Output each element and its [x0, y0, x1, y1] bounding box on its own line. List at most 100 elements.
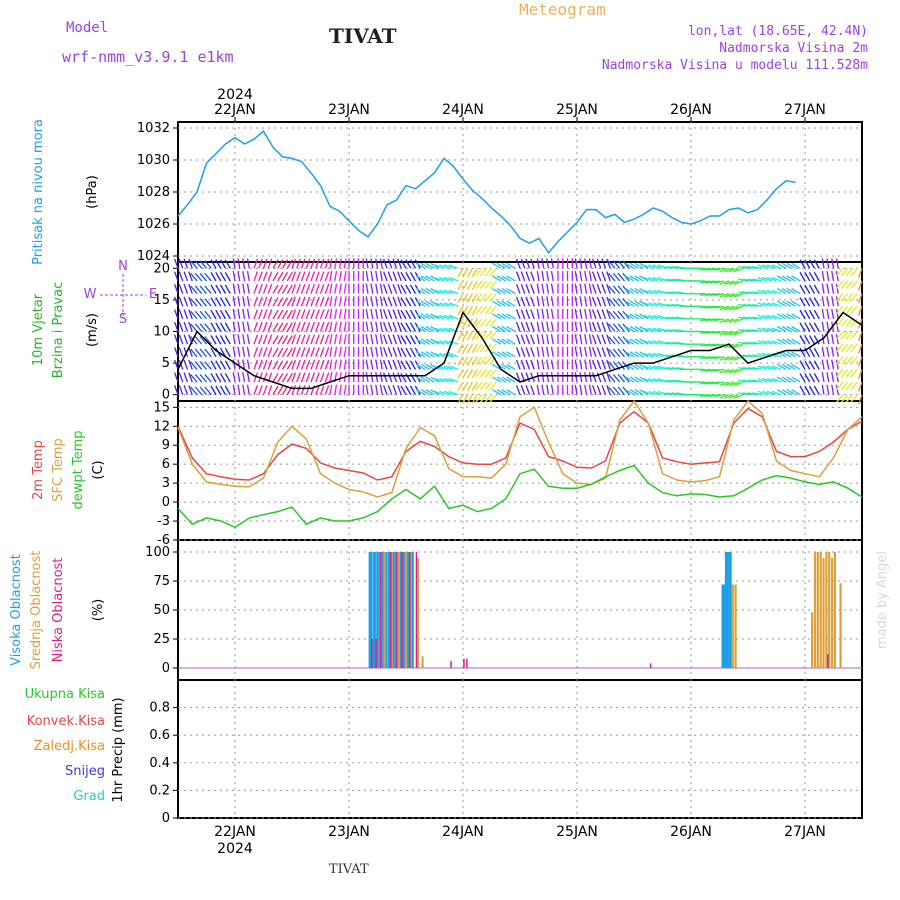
wind-barb: [246, 334, 250, 345]
wind-barb: [305, 296, 311, 307]
wind-barb: [771, 276, 782, 282]
wind-barb: [733, 330, 744, 336]
wind-barb: [434, 390, 445, 396]
wind-barb: [291, 321, 297, 332]
wind-barb: [624, 389, 635, 396]
wind-barb: [808, 259, 816, 269]
temp-tick-label: 0: [162, 495, 170, 510]
wind-barb: [742, 316, 753, 320]
wind-barb: [766, 365, 777, 371]
wind-barb: [215, 271, 222, 282]
wind-barb: [804, 360, 811, 370]
wind-barb: [439, 340, 449, 345]
coords-label: lon,lat (18.65E, 42.4N): [687, 24, 868, 39]
wind-barb: [267, 385, 273, 395]
wind-barb: [484, 381, 492, 391]
wind-barb: [267, 334, 273, 345]
wind-barb: [296, 296, 301, 307]
wind-barb: [601, 283, 607, 294]
wind-barb: [237, 334, 241, 345]
wind-barb: [643, 365, 654, 371]
low-cloud-bar: [395, 552, 397, 668]
wind-barb: [541, 308, 545, 319]
wind-barb: [840, 293, 849, 302]
wind-barb: [845, 267, 853, 277]
wind-barb: [338, 372, 342, 383]
wind-barb: [606, 258, 611, 269]
wind-barb: [219, 373, 227, 383]
wind-barb: [550, 296, 554, 307]
wind-barb: [596, 347, 602, 357]
wind-barb: [776, 262, 787, 269]
wind-barb: [267, 271, 273, 282]
wind-barb: [724, 267, 734, 273]
wind-barb: [434, 289, 445, 295]
wind-barb: [242, 372, 246, 383]
wind-barb: [338, 270, 342, 282]
wind-barb: [662, 291, 673, 295]
wind-barb: [639, 351, 649, 358]
wind-barb: [733, 292, 744, 298]
wind-barb: [462, 369, 469, 379]
wind-barb: [409, 297, 417, 307]
wind-barb: [210, 335, 217, 345]
wind-barb: [836, 305, 844, 315]
wind-barb: [826, 359, 830, 370]
wind-barb: [237, 321, 241, 332]
wind-barb: [821, 346, 825, 357]
wind-barb: [781, 288, 792, 295]
wind-barb: [286, 347, 293, 358]
wind-barb: [606, 309, 611, 320]
wind-barb: [491, 338, 502, 345]
wind-barb: [835, 359, 839, 370]
wind-barb: [808, 385, 816, 396]
date-label-bottom: 26JAN: [670, 824, 712, 840]
wind-barb: [588, 372, 592, 383]
wind-barb: [338, 334, 342, 345]
wind-barb: [541, 372, 545, 383]
wind-barb: [405, 309, 412, 320]
wind-barb: [291, 359, 297, 370]
wind-barb: [857, 306, 863, 316]
wind-barb: [591, 372, 597, 383]
wind-barb: [601, 347, 607, 357]
wind-barb: [173, 385, 179, 395]
wind-barb: [319, 271, 325, 282]
wind-barb: [173, 359, 179, 370]
wind-barb: [420, 338, 431, 345]
wind-barb: [305, 309, 311, 320]
wind-barb: [831, 384, 835, 395]
wind-barb: [375, 258, 379, 269]
wind-barb: [762, 264, 772, 269]
wind-barb: [724, 343, 734, 349]
wind-barb: [584, 321, 588, 332]
wind-barb: [405, 297, 412, 307]
wind-barb: [804, 284, 811, 294]
wind-barb: [624, 275, 635, 282]
wind-barb: [601, 296, 607, 307]
wind-barb: [379, 346, 383, 357]
wind-barb: [752, 303, 763, 307]
wind-barb: [808, 309, 816, 320]
wind-barb: [343, 346, 347, 357]
wind-barb: [324, 321, 330, 332]
wind-barb: [596, 334, 602, 345]
wind-barb: [662, 316, 673, 320]
wind-barb: [831, 359, 835, 370]
wind-barb: [291, 385, 297, 395]
wind-barb: [439, 377, 449, 383]
wind-barb: [291, 372, 297, 383]
wind-barb: [219, 347, 227, 358]
wind-barb: [315, 283, 320, 294]
wind-barb: [219, 309, 227, 320]
wind-barb: [612, 386, 621, 396]
wind-barb: [496, 300, 507, 307]
wind-barb: [704, 356, 715, 360]
wind-barb: [606, 296, 611, 307]
wind-barb: [300, 372, 306, 383]
wind-barb: [173, 283, 179, 294]
wind-barb: [479, 343, 488, 353]
mid-cloud-bar: [811, 612, 814, 668]
wind-barb: [546, 372, 550, 383]
model-elevation-label: Nadmorska Visina u modelu 111.528m: [601, 58, 868, 73]
